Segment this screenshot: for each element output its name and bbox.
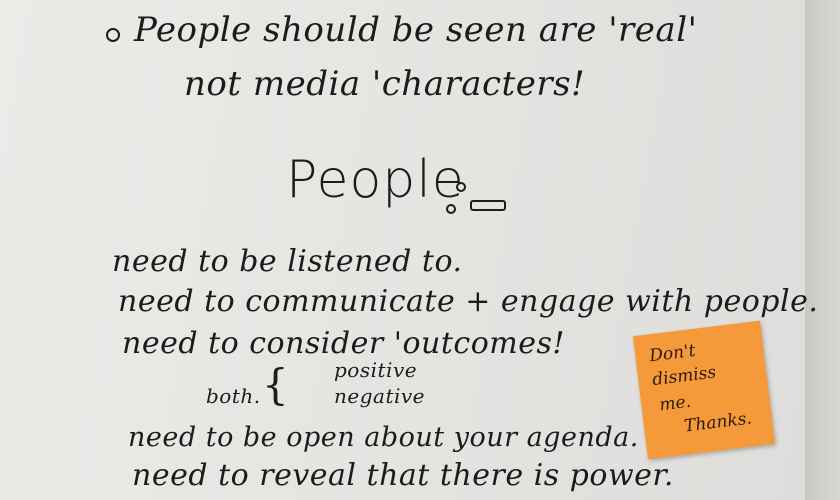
both-positive: positive: [334, 358, 418, 382]
note-line-1: need to be listened to.: [112, 244, 463, 279]
sticky-line-1: Don't: [648, 340, 697, 367]
bullet-line-2: not media 'characters!: [184, 64, 586, 104]
note-line-3: need to consider 'outcomes!: [122, 326, 565, 361]
both-label: both.: [206, 384, 261, 408]
background-wall: [805, 0, 840, 500]
sticky-line-4: Thanks.: [683, 408, 753, 437]
note-line-4: need to be open about your agenda.: [128, 422, 639, 453]
curly-brace-icon: {: [262, 360, 289, 409]
colon-dot-icon: [446, 204, 456, 214]
sticky-line-2: dismiss: [651, 362, 718, 391]
bullet-icon: [106, 28, 120, 42]
heading-people: People: [286, 150, 465, 210]
note-line-5: need to reveal that there is power.: [132, 458, 674, 493]
bullet-line-1: People should be seen are 'real': [134, 10, 698, 50]
sticky-note: Don't dismiss me. Thanks.: [632, 320, 776, 460]
sticky-line-3: me.: [658, 391, 693, 416]
both-negative: negative: [334, 384, 426, 408]
colon-dot-icon: [456, 182, 466, 192]
dash-icon: [470, 200, 506, 211]
note-line-2: need to communicate + engage with people…: [118, 284, 819, 319]
